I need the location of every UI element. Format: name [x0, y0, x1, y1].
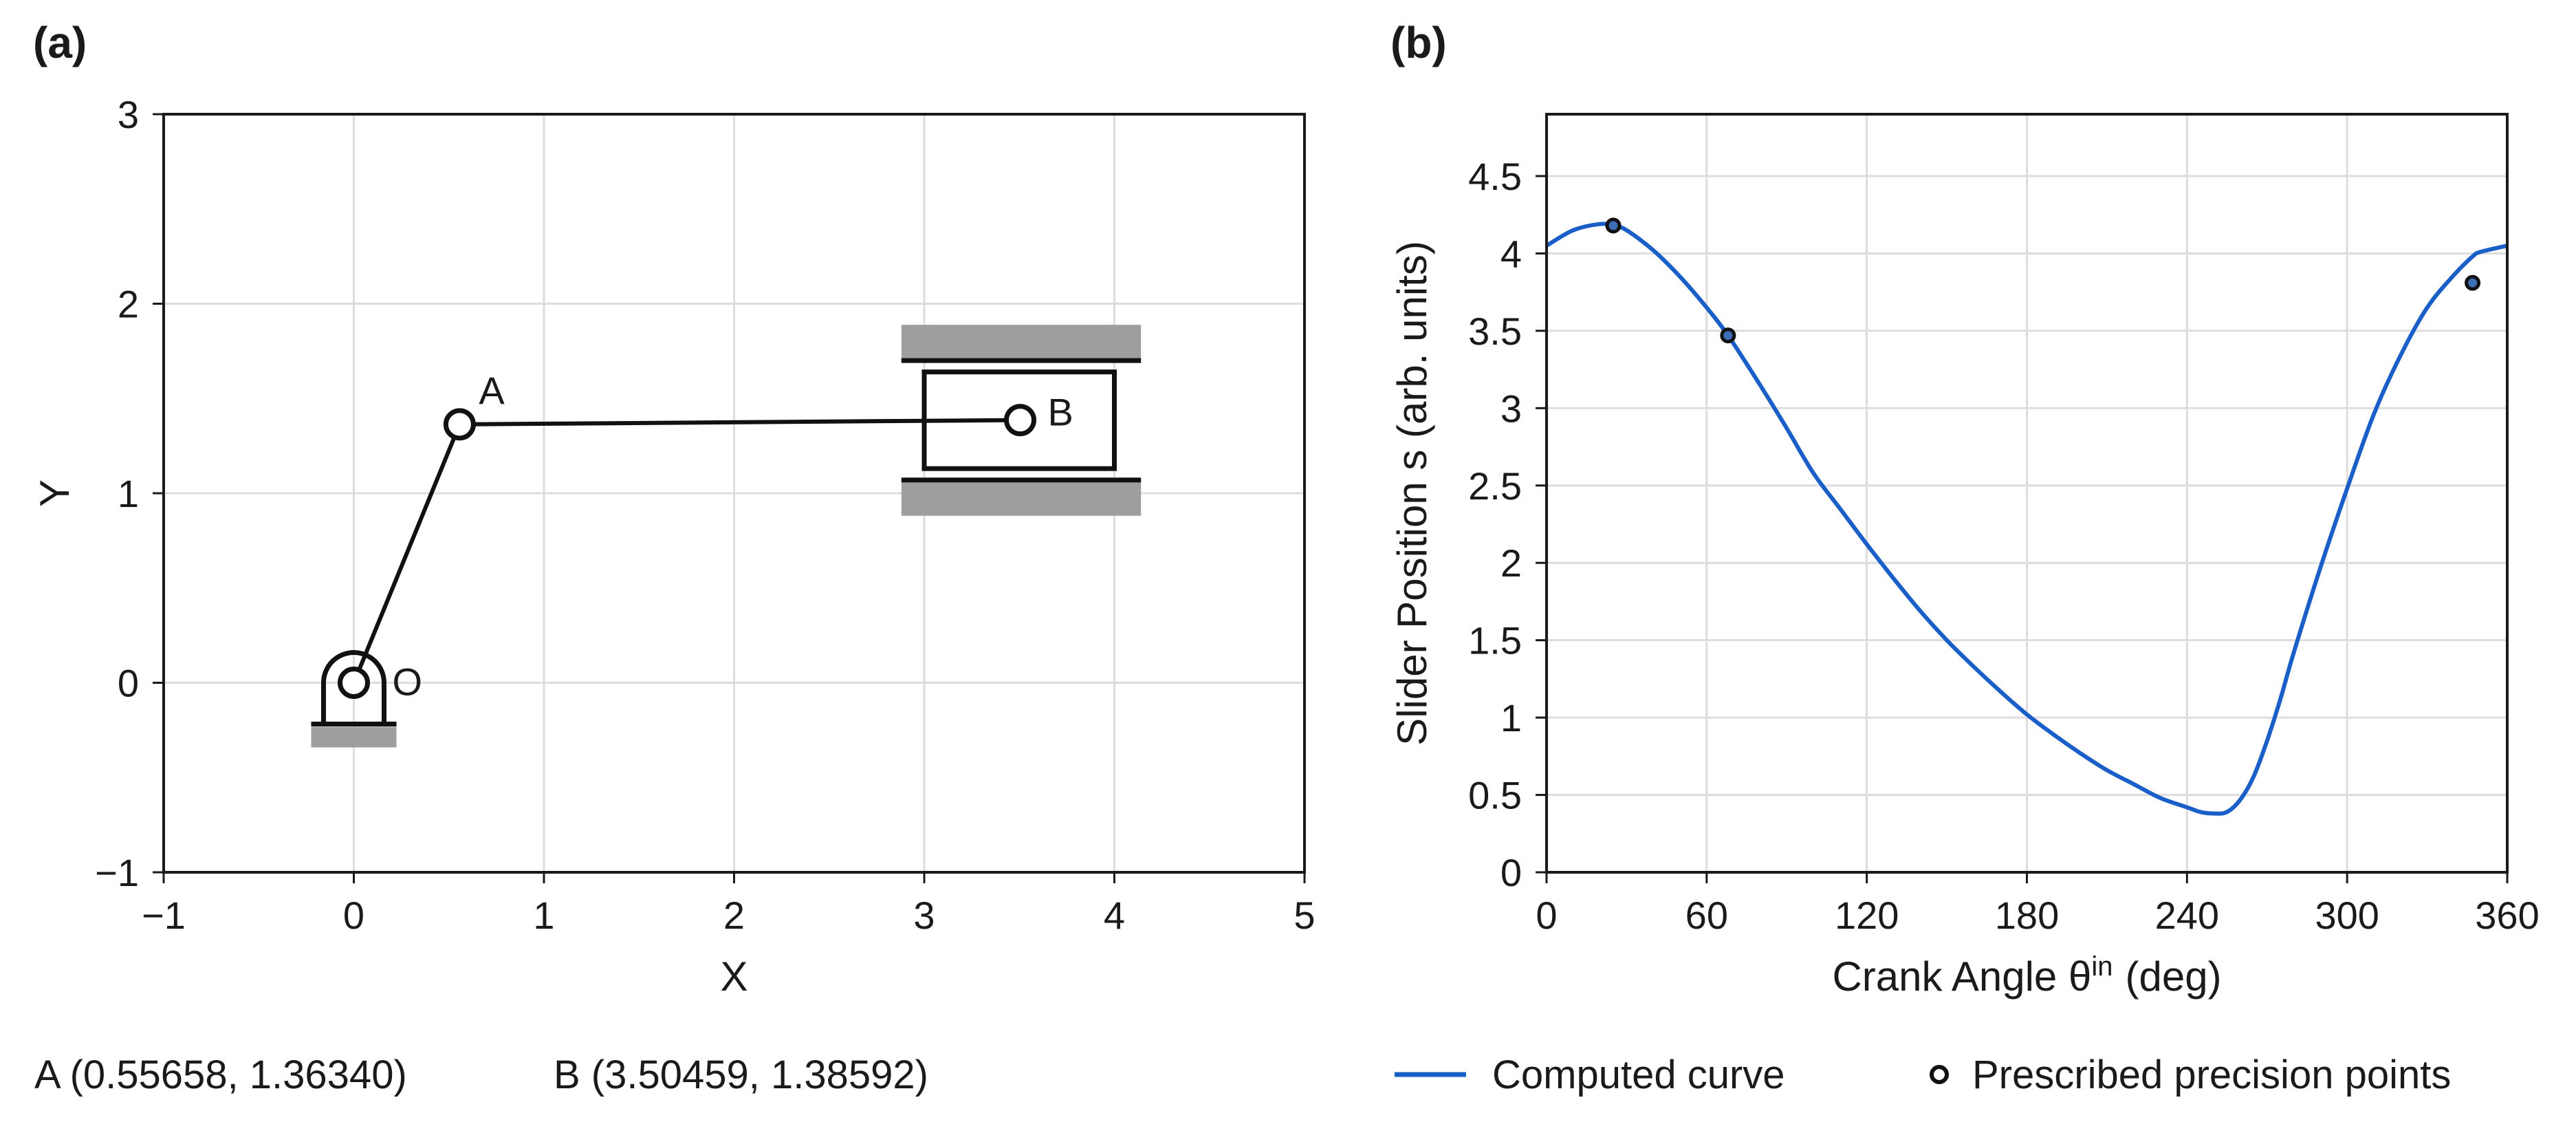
- mechanism-x-axis-label: X: [720, 953, 747, 1000]
- precision-points: [1605, 217, 2481, 344]
- legend-precision-points: Prescribed precision points: [1972, 1053, 2451, 1097]
- pivot-bracket: [321, 650, 386, 723]
- mechanism-links: [351, 418, 1023, 685]
- y-tick-label: 4: [1500, 232, 1522, 275]
- point-label-O: O: [393, 660, 423, 704]
- line-chart-x-axis-label: Crank Angle θin (deg): [1832, 951, 2221, 1000]
- x-tick-label: 180: [1995, 894, 2059, 937]
- y-tick-label: 2.5: [1468, 464, 1522, 508]
- panel-a-label: (a): [33, 18, 87, 67]
- link-OA: [351, 422, 462, 685]
- x-axis-label-main: Crank Angle θ: [1832, 953, 2091, 1000]
- x-tick-label: −1: [142, 894, 186, 937]
- y-tick-label: 0: [1500, 851, 1522, 894]
- y-tick-label: 3: [118, 93, 139, 136]
- x-tick-label: 1: [533, 894, 554, 937]
- legend-computed-curve: Computed curve: [1492, 1053, 1785, 1097]
- x-tick-label: 4: [1104, 894, 1125, 937]
- point-label-A: A: [479, 369, 505, 412]
- y-tick-label: 0: [118, 662, 139, 705]
- y-tick-label: 0.5: [1468, 774, 1522, 817]
- x-tick-label: 120: [1835, 894, 1899, 937]
- x-tick-label: 0: [343, 894, 364, 937]
- y-tick-label: 4.5: [1468, 155, 1522, 198]
- pivot-ground-hatch: [311, 726, 397, 748]
- precision-point: [1605, 217, 1622, 234]
- computed-curve-line: [1545, 222, 2508, 816]
- legend-point-marker: [1930, 1065, 1949, 1084]
- y-tick-label: −1: [95, 851, 139, 894]
- x-axis-label-superscript: in: [2091, 951, 2113, 982]
- mechanism-joints: O A B: [338, 369, 1073, 704]
- y-tick-label: 1.5: [1468, 619, 1522, 662]
- x-tick-label: 0: [1536, 894, 1557, 937]
- y-tick-label: 2: [118, 283, 139, 326]
- line-chart-y-axis-label: Slider Position s (arb. units): [1389, 241, 1435, 746]
- point-a-coordinates: A (0.55658, 1.36340): [34, 1053, 407, 1097]
- y-tick-label: 1: [118, 472, 139, 515]
- ground-pivot: [311, 650, 397, 748]
- lower-guide-hatch: [901, 479, 1142, 516]
- y-tick-label: 3: [1500, 387, 1522, 430]
- x-tick-label: 2: [723, 894, 745, 937]
- point-label-B: B: [1048, 391, 1073, 434]
- y-tick-label: 3.5: [1468, 310, 1522, 353]
- joint-B: [1004, 404, 1037, 437]
- point-b-coordinates: B (3.50459, 1.38592): [554, 1053, 928, 1097]
- slider-position-chart: 0 60 120 180 240 300 360 0 0.5 1 1.5 2 2.5 3 3.5 4 4.5 C…: [1389, 113, 2540, 1000]
- x-tick-label: 5: [1294, 894, 1315, 937]
- x-tick-label: 3: [913, 894, 935, 937]
- x-tick-label: 240: [2155, 894, 2219, 937]
- panel-b-label: (b): [1390, 18, 1447, 67]
- x-tick-label: 360: [2475, 894, 2539, 937]
- x-tick-label: 60: [1685, 894, 1728, 937]
- precision-point: [2465, 274, 2481, 291]
- precision-point: [1720, 327, 1736, 344]
- link-AB: [457, 418, 1023, 427]
- joint-A: [443, 408, 476, 441]
- upper-guide-hatch: [901, 325, 1142, 361]
- mechanism-y-axis-label: Y: [32, 479, 78, 507]
- x-axis-label-unit: (deg): [2125, 953, 2221, 1000]
- legend: Computed curve Prescribed precision poin…: [1395, 1053, 2451, 1097]
- x-tick-label: 300: [2315, 894, 2379, 937]
- joint-O: [338, 667, 370, 699]
- mechanism-ticks: −1 0 1 2 3 4 5 −1 0 1 2 3: [95, 93, 1315, 937]
- y-tick-label: 1: [1500, 696, 1522, 740]
- line-chart-ticks: 0 60 120 180 240 300 360 0 0.5 1 1.5 2 2.5 3 3.5 4 4.5: [1468, 155, 2540, 937]
- y-tick-label: 2: [1500, 541, 1522, 585]
- mechanism-plot: O A B −1 0 1 2 3 4 5 −1 0 1 2 3 X Y: [32, 93, 1316, 1000]
